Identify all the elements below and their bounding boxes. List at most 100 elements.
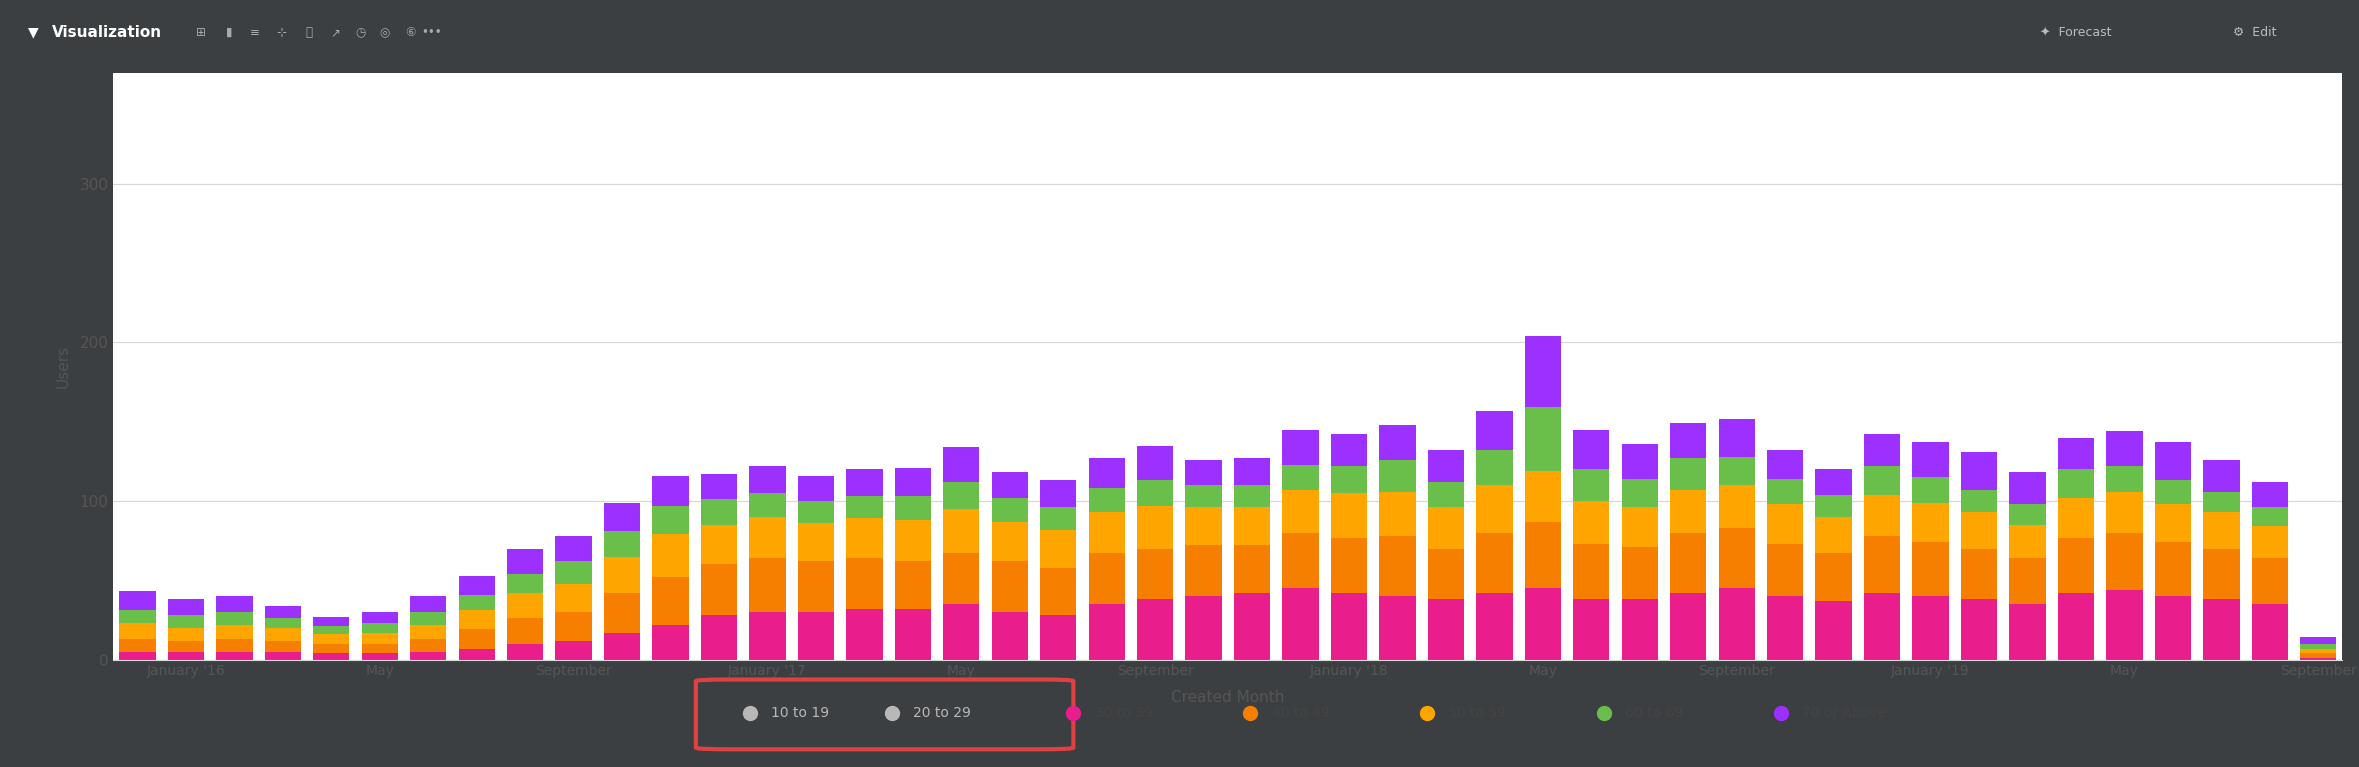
- Text: 〜: 〜: [307, 26, 311, 39]
- Bar: [2154, 443, 2192, 480]
- Bar: [314, 627, 349, 634]
- Bar: [1427, 482, 1465, 508]
- Bar: [604, 532, 639, 557]
- Bar: [1380, 425, 1415, 459]
- Bar: [217, 652, 252, 660]
- Bar: [1137, 548, 1172, 599]
- Bar: [1864, 495, 1901, 536]
- Bar: [264, 628, 302, 640]
- Bar: [2203, 548, 2239, 599]
- Bar: [1137, 480, 1172, 505]
- Bar: [1816, 601, 1852, 660]
- Bar: [120, 652, 156, 660]
- Bar: [797, 476, 835, 501]
- Bar: [120, 623, 156, 639]
- Text: 30 to 39: 30 to 39: [1095, 706, 1154, 720]
- Bar: [167, 599, 205, 615]
- Bar: [1960, 452, 1998, 490]
- Text: 60 to 69: 60 to 69: [1625, 706, 1684, 720]
- Bar: [2010, 558, 2045, 604]
- Bar: [264, 652, 302, 660]
- Bar: [1524, 407, 1562, 471]
- Bar: [1477, 533, 1512, 593]
- Bar: [1330, 466, 1368, 493]
- Bar: [458, 649, 495, 660]
- Bar: [1380, 596, 1415, 660]
- Bar: [750, 466, 786, 493]
- Bar: [944, 509, 979, 553]
- Bar: [944, 482, 979, 509]
- Bar: [2250, 482, 2288, 508]
- Bar: [1477, 410, 1512, 450]
- Bar: [2057, 538, 2095, 593]
- Bar: [2250, 526, 2288, 558]
- Bar: [554, 584, 592, 612]
- Bar: [314, 653, 349, 660]
- Bar: [217, 639, 252, 652]
- Bar: [750, 493, 786, 517]
- Bar: [2300, 658, 2335, 660]
- Bar: [991, 498, 1029, 522]
- Bar: [1283, 430, 1319, 465]
- Bar: [1087, 553, 1125, 604]
- Bar: [944, 553, 979, 604]
- Bar: [2057, 498, 2095, 538]
- Bar: [1524, 336, 1562, 407]
- Bar: [1283, 465, 1319, 490]
- Bar: [217, 612, 252, 625]
- Bar: [1864, 536, 1901, 593]
- Bar: [2300, 637, 2335, 644]
- Bar: [1573, 469, 1609, 501]
- Bar: [361, 612, 399, 623]
- Bar: [1573, 430, 1609, 469]
- Text: ⑥: ⑥: [406, 26, 415, 39]
- X-axis label: Created Month: Created Month: [1170, 690, 1286, 705]
- Bar: [1720, 419, 1755, 456]
- Y-axis label: Users: Users: [57, 344, 71, 388]
- Bar: [361, 623, 399, 633]
- Bar: [1720, 528, 1755, 588]
- Bar: [847, 496, 882, 518]
- Text: 40 to 49: 40 to 49: [1272, 706, 1330, 720]
- Bar: [991, 472, 1029, 498]
- Text: ✦  Forecast: ✦ Forecast: [2041, 26, 2111, 39]
- Bar: [458, 594, 495, 611]
- Bar: [1720, 486, 1755, 528]
- Bar: [314, 644, 349, 653]
- Text: ◎: ◎: [380, 26, 389, 39]
- Text: 70 or Above: 70 or Above: [1802, 706, 1887, 720]
- Bar: [1573, 501, 1609, 544]
- Bar: [2107, 533, 2142, 590]
- Bar: [554, 640, 592, 660]
- Bar: [2203, 459, 2239, 492]
- Bar: [2250, 558, 2288, 604]
- Text: ⊞: ⊞: [196, 26, 205, 39]
- Bar: [1330, 434, 1368, 466]
- Bar: [797, 501, 835, 523]
- Bar: [410, 639, 446, 652]
- Text: ⚙  Edit: ⚙ Edit: [2234, 26, 2276, 39]
- Bar: [1330, 538, 1368, 593]
- Bar: [847, 558, 882, 609]
- Bar: [1040, 529, 1076, 568]
- Bar: [2300, 653, 2335, 658]
- Bar: [894, 561, 932, 609]
- Bar: [1913, 502, 1949, 542]
- Bar: [1087, 512, 1125, 553]
- Bar: [1187, 459, 1222, 486]
- Bar: [750, 612, 786, 660]
- Bar: [2107, 466, 2142, 492]
- Bar: [1187, 508, 1222, 545]
- Bar: [1816, 495, 1852, 517]
- Bar: [1283, 588, 1319, 660]
- Bar: [1670, 533, 1706, 593]
- Bar: [894, 496, 932, 520]
- Bar: [1573, 544, 1609, 599]
- Bar: [2203, 492, 2239, 512]
- Bar: [701, 615, 736, 660]
- Bar: [507, 644, 543, 660]
- Bar: [1330, 493, 1368, 538]
- Bar: [2203, 512, 2239, 548]
- Bar: [1524, 471, 1562, 522]
- Bar: [2010, 472, 2045, 504]
